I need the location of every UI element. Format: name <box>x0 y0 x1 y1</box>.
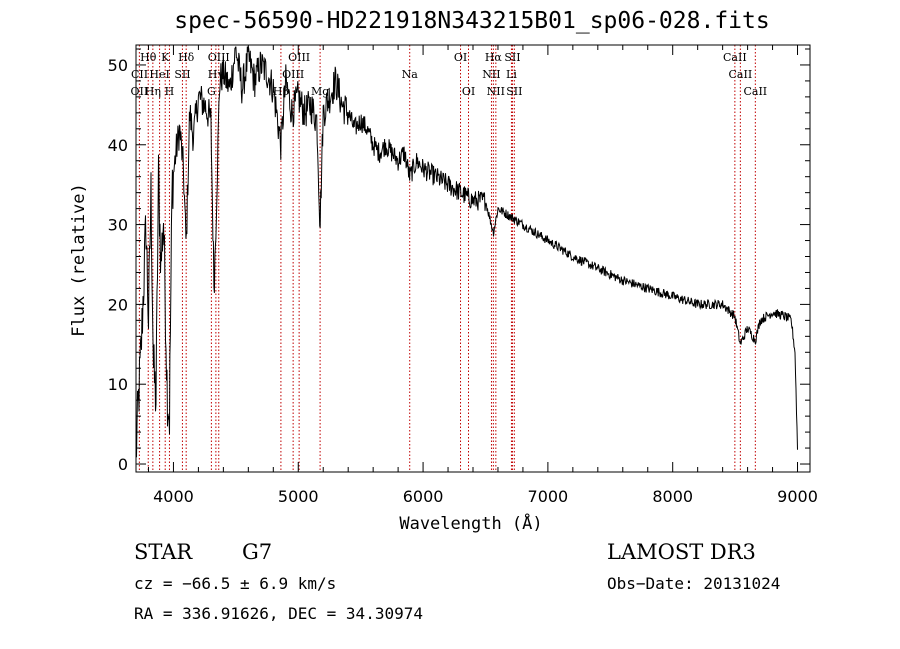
line-label: Mg <box>311 85 329 98</box>
line-label: OIII <box>208 51 230 64</box>
y-tick-label: 30 <box>108 216 128 235</box>
y-axis: 0 10 20 30 40 50 <box>108 48 810 474</box>
y-axis-label: Flux (relative) <box>69 183 89 337</box>
line-label: Hη <box>145 85 161 98</box>
line-label: OIII <box>288 51 310 64</box>
x-axis: 4000 5000 6000 7000 8000 9000 <box>147 45 818 506</box>
coordinates: RA = 336.91626, DEC = 34.30974 <box>134 604 423 623</box>
line-label: OI <box>454 51 467 64</box>
x-tick-label: 8000 <box>652 487 693 506</box>
line-label: SII <box>504 51 520 64</box>
x-tick-label: 9000 <box>777 487 818 506</box>
line-label: Na <box>402 68 419 81</box>
x-tick-label: 6000 <box>403 487 444 506</box>
y-tick-label: 20 <box>108 295 128 314</box>
object-class: STAR <box>134 540 193 564</box>
observation-date: Obs−Date: 20131024 <box>607 574 781 593</box>
chart-title: spec-56590-HD221918N343215B01_sp06-028.f… <box>174 8 770 34</box>
line-label: CaII <box>729 68 753 81</box>
flux-line <box>135 46 798 458</box>
survey-name: LAMOST DR3 <box>607 540 756 564</box>
redshift-velocity: cz = −66.5 ± 6.9 km/s <box>134 574 337 593</box>
line-label: SII <box>174 68 190 81</box>
x-tick-label: 7000 <box>528 487 569 506</box>
line-label: Hβ <box>273 85 289 98</box>
y-tick-label: 10 <box>108 375 128 394</box>
y-tick-label: 0 <box>118 455 128 474</box>
y-tick-label: 40 <box>108 136 128 155</box>
y-tick-label: 50 <box>108 56 128 75</box>
line-label: K <box>161 51 170 64</box>
line-label: Hδ <box>178 51 195 64</box>
line-label: OI <box>462 85 475 98</box>
plot-frame <box>135 44 811 473</box>
x-axis-label: Wavelength (Å) <box>399 512 542 534</box>
line-label: G <box>207 85 216 98</box>
line-label: Hθ <box>140 51 157 64</box>
line-label: OII <box>131 85 149 98</box>
emission-line-markers <box>138 45 756 472</box>
line-label: CaII <box>723 51 747 64</box>
line-label: H <box>165 85 175 98</box>
line-label: Hα <box>485 51 503 64</box>
line-label: NII <box>487 85 505 98</box>
flux-series <box>135 46 798 458</box>
line-label: Li <box>506 68 517 81</box>
line-label: HeI <box>149 68 169 81</box>
line-label: CII <box>131 68 148 81</box>
x-tick-label: 4000 <box>153 487 194 506</box>
line-label: SII <box>506 85 522 98</box>
x-tick-label: 5000 <box>278 487 319 506</box>
line-label: NII <box>482 68 500 81</box>
object-subclass: G7 <box>242 540 273 564</box>
line-label: OIII <box>282 68 304 81</box>
line-label: CaII <box>743 85 767 98</box>
